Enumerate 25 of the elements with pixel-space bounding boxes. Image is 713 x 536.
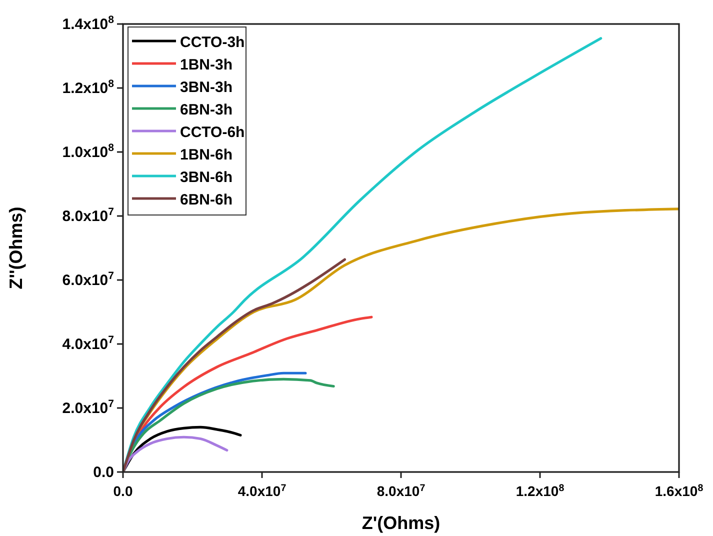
legend-label: 3BN-6h xyxy=(180,169,233,186)
x-tick-label: 8.0x10$^{7}$ xyxy=(376,482,426,499)
x-tick-label: 1.6x10$^{8}$ xyxy=(654,482,704,499)
y-tick-label: 1.4x10$^{8}$ xyxy=(62,14,114,33)
legend-label: CCTO-6h xyxy=(180,124,245,141)
y-axis-title: Z''(Ohms) xyxy=(6,206,26,290)
line-series xyxy=(123,258,346,472)
x-tick-label: 1.2x10$^{8}$ xyxy=(516,482,565,499)
y-tick-label: 1.2x10$^{8}$ xyxy=(62,78,114,97)
legend-label: 1BN-6h xyxy=(180,146,233,164)
legend-label: 6BN-6h xyxy=(180,192,233,208)
x-tick-label: 4.0x10$^{7}$ xyxy=(238,482,287,499)
y-tick-label: 6.0x10$^{7}$ xyxy=(62,270,114,289)
y-tick-label: 1.0x10$^{8}$ xyxy=(62,142,114,161)
line-series xyxy=(123,436,228,472)
y-tick-label: 2.0x10$^{7}$ xyxy=(62,398,114,417)
legend-label: 1BN-3h xyxy=(180,56,233,74)
y-tick-label: 0.0 xyxy=(93,464,114,481)
y-tick-label: 4.0x10$^{7}$ xyxy=(62,334,114,353)
legend-label: 3BN-3h xyxy=(180,79,233,96)
legend-label: 6BN-3h xyxy=(180,102,233,118)
y-tick-label: 8.0x10$^{7}$ xyxy=(62,206,114,225)
legend-label: CCTO-3h xyxy=(180,34,245,51)
x-axis-title: Z'(Ohms) xyxy=(362,513,440,533)
x-tick-label: 0.0 xyxy=(113,483,133,499)
